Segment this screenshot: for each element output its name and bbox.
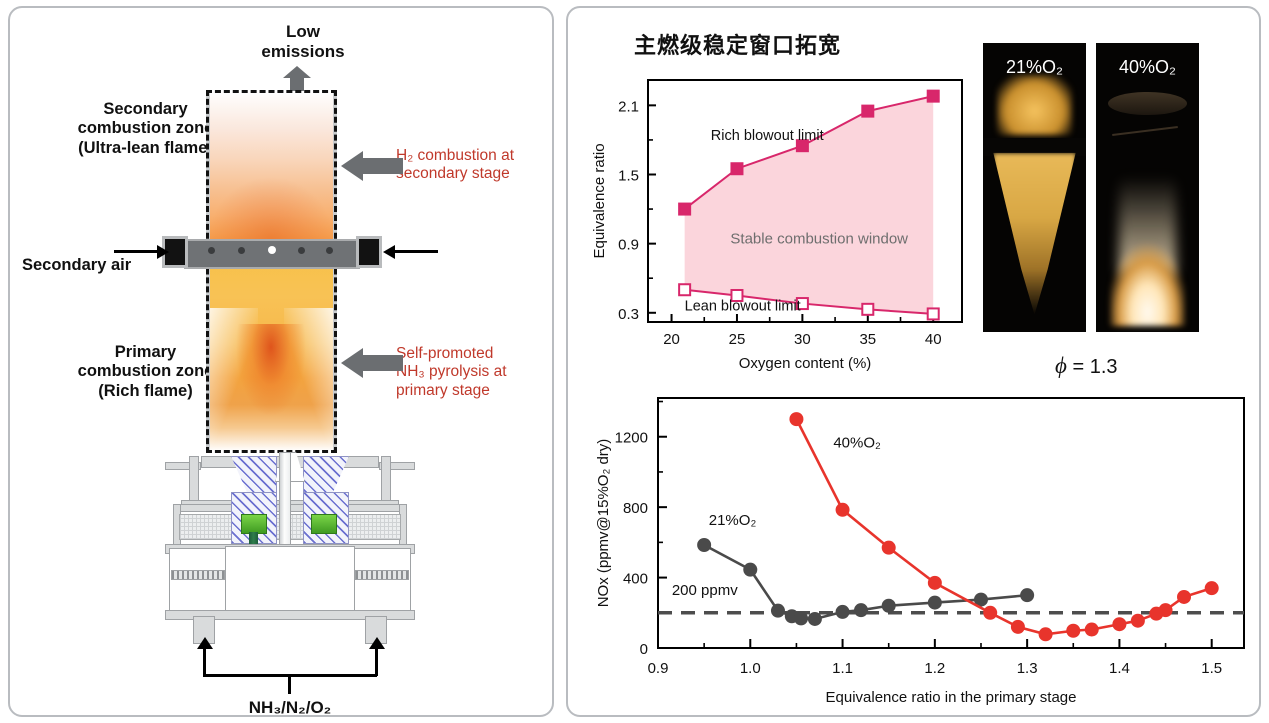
point-1-4 <box>926 307 940 321</box>
x-axis-label: Equivalence ratio in the primary stage <box>826 689 1077 706</box>
point-0-4 <box>926 89 940 103</box>
flame-photo-40-label: 40%O₂ <box>1118 57 1176 77</box>
annotation-2: Lean blowout limit <box>685 298 801 314</box>
nox-emissions-chart: 0.9 1.0 1.1 1.2 1.3 1.4 1.5 0 400 800 1200 40%O₂ 21%… <box>595 397 1245 706</box>
svg-text:1.1: 1.1 <box>832 660 853 677</box>
point-0-5 <box>807 611 822 626</box>
annotation-2: 200 ppmv <box>672 582 738 599</box>
primary-flame-image <box>207 258 335 451</box>
y-axis-label: Equivalence ratio <box>591 143 608 258</box>
annotation-0: 40%O₂ <box>833 434 881 451</box>
point-0-8 <box>881 598 896 613</box>
svg-text:1.5: 1.5 <box>618 167 639 184</box>
point-1-14 <box>1204 581 1219 596</box>
point-0-2 <box>770 603 785 618</box>
svg-text:400: 400 <box>623 571 648 588</box>
point-1-9 <box>1112 617 1127 632</box>
nox-plot-area: 0.9 1.0 1.1 1.2 1.3 1.4 1.5 0 400 800 1200 40%O₂ 21%… <box>615 397 1245 677</box>
point-1-2 <box>881 540 896 555</box>
svg-text:1200: 1200 <box>615 430 648 447</box>
y-axis-label: NOx (ppmv@15%O₂ dry) <box>595 439 612 608</box>
stability-plot-area: 20 25 30 35 40 0.3 0.9 1.5 2.1 Rich blowout limit… <box>618 79 963 348</box>
secondary-air-injector <box>162 236 382 269</box>
svg-text:25: 25 <box>729 331 746 348</box>
point-1-0 <box>678 283 692 297</box>
primary-combustion-zone-label: Primary combustion zone (Rich flame) <box>77 343 214 400</box>
phi-symbol: ϕ <box>1055 353 1067 378</box>
secondary-air-arrow-right <box>383 244 438 259</box>
svg-text:800: 800 <box>623 500 648 517</box>
h2-combustion-note: H₂ combustion at secondary stage <box>396 147 515 183</box>
point-0-2 <box>795 139 809 153</box>
svg-text:35: 35 <box>859 331 876 348</box>
flame-photo-21-label: 21%O₂ <box>1005 57 1063 77</box>
annotation-1: 21%O₂ <box>709 512 757 529</box>
nh3-pyrolysis-arrow-icon <box>341 348 403 378</box>
secondary-air-label: Secondary air <box>22 256 132 274</box>
svg-text:1.4: 1.4 <box>1109 660 1130 677</box>
combustor-flame-column <box>207 91 335 451</box>
point-1-1 <box>835 502 850 517</box>
point-0-11 <box>1020 588 1035 603</box>
svg-text:1.3: 1.3 <box>1017 660 1038 677</box>
point-1-5 <box>1010 619 1025 634</box>
point-0-9 <box>927 595 942 610</box>
svg-text:1.5: 1.5 <box>1201 660 1222 677</box>
svg-text:30: 30 <box>794 331 811 348</box>
x-axis-label: Oxygen content (%) <box>739 355 872 372</box>
point-1-0 <box>789 412 804 427</box>
point-1-2 <box>795 297 809 311</box>
annotation-1: Stable combustion window <box>730 231 908 248</box>
point-1-7 <box>1066 623 1081 638</box>
secondary-air-arrow-left <box>114 244 169 259</box>
svg-text:40: 40 <box>925 331 942 348</box>
point-1-3 <box>927 575 942 590</box>
secondary-flame-image <box>207 91 335 239</box>
combustor-boundary-dashed <box>206 90 337 453</box>
point-0-1 <box>730 162 744 176</box>
point-0-3 <box>861 104 875 118</box>
burner-cross-section <box>145 448 435 694</box>
stability-chart-title: 主燃级稳定窗口拓宽 <box>634 33 842 58</box>
point-1-10 <box>1130 613 1145 628</box>
nh3-pyrolysis-note: Self-promoted NH₃ pyrolysis at primary sta… <box>396 345 507 399</box>
point-0-0 <box>697 538 712 553</box>
svg-text:20: 20 <box>663 331 680 348</box>
flame-photo-40: 40%O₂ <box>1096 43 1199 332</box>
svg-text:1.2: 1.2 <box>924 660 945 677</box>
point-0-6 <box>835 604 850 619</box>
point-1-8 <box>1084 622 1099 637</box>
point-1-12 <box>1158 603 1173 618</box>
point-1-3 <box>861 302 875 316</box>
fuel-feed-label: NH₃/N₂/O₂ <box>248 698 332 717</box>
point-0-0 <box>678 202 692 216</box>
point-1-4 <box>983 605 998 620</box>
process-schematic-panel: Low emissions Secondary combustion zone (Ul… <box>8 6 554 717</box>
svg-text:0.3: 0.3 <box>618 306 639 323</box>
series-21%O₂ <box>703 543 1028 621</box>
svg-text:1.0: 1.0 <box>740 660 761 677</box>
svg-text:0: 0 <box>640 641 648 658</box>
phi-caption: ϕ = 1.3 <box>1055 352 1118 380</box>
point-0-7 <box>854 603 869 618</box>
annotation-0: Rich blowout limit <box>711 128 824 144</box>
secondary-combustion-zone-label: Secondary combustion zone (Ultra-lean flam… <box>77 100 214 157</box>
point-1-6 <box>1038 627 1053 642</box>
point-0-4 <box>794 611 809 626</box>
stability-window-chart: 20 25 30 35 40 0.3 0.9 1.5 2.1 Rich blowout limit… <box>591 79 963 372</box>
svg-text:0.9: 0.9 <box>618 237 639 254</box>
point-1-13 <box>1177 589 1192 604</box>
exhaust-up-arrow-icon <box>283 66 311 92</box>
flame-photo-21: 21%O₂ <box>983 43 1086 332</box>
h2-combustion-arrow-icon <box>341 151 403 181</box>
svg-text:0.9: 0.9 <box>648 660 669 677</box>
svg-text:2.1: 2.1 <box>618 98 639 115</box>
point-0-1 <box>743 562 758 577</box>
point-0-10 <box>973 592 988 607</box>
point-1-1 <box>730 288 744 302</box>
low-emissions-label: Low emissions <box>261 22 345 62</box>
stable-window-fill <box>684 96 934 314</box>
phi-value: = 1.3 <box>1072 356 1118 378</box>
